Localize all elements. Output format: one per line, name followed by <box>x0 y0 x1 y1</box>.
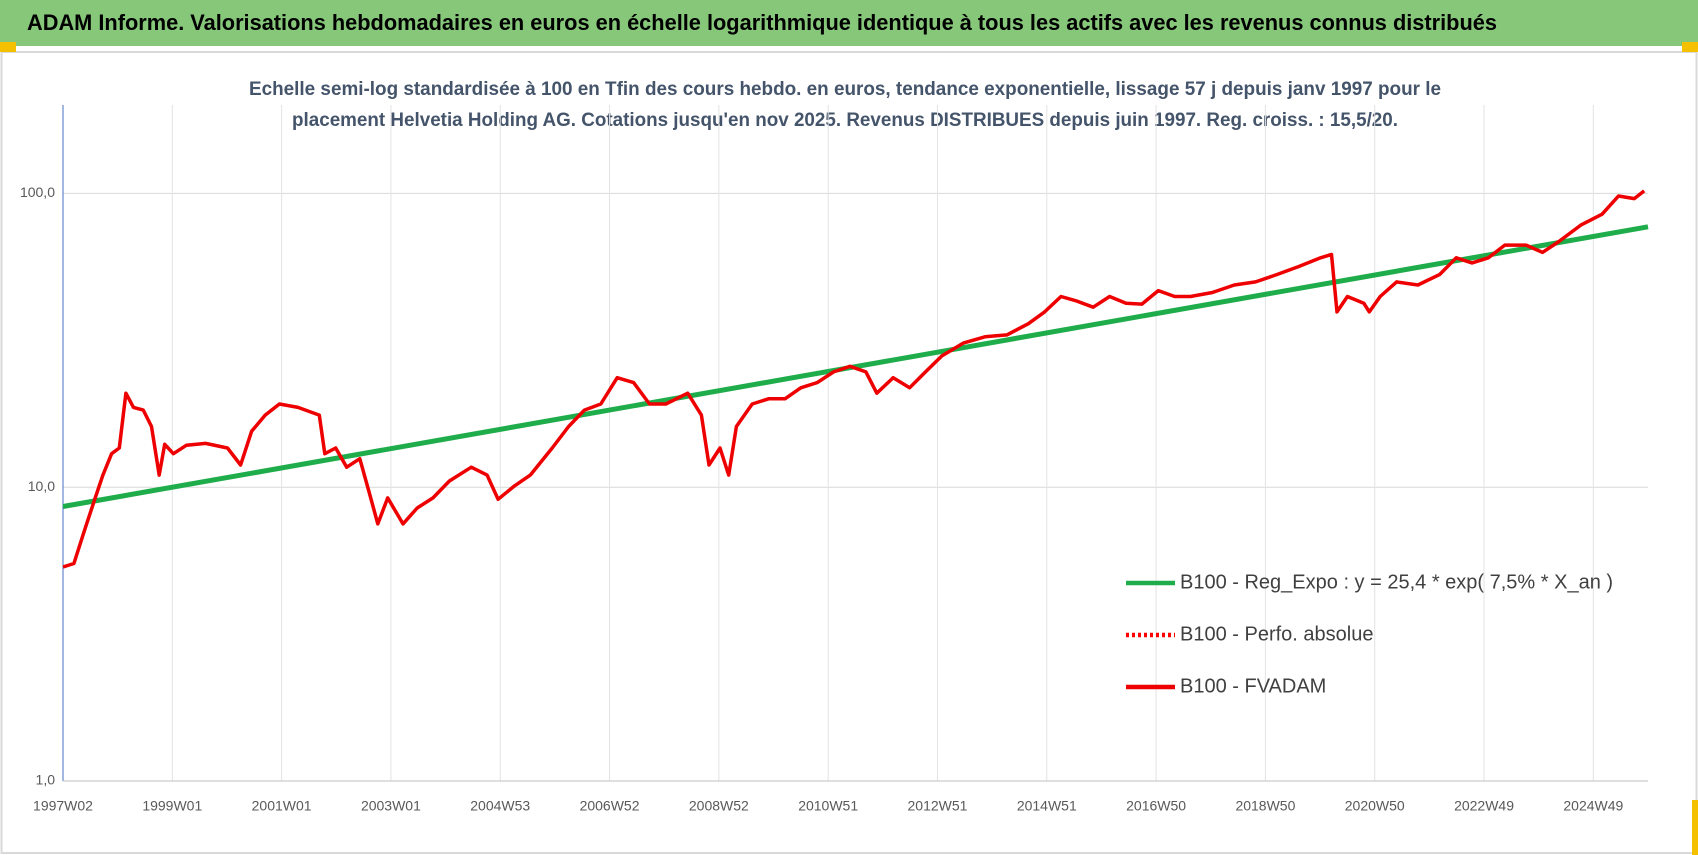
x-tick-label: 2022W49 <box>1454 798 1514 814</box>
x-tick-label: 2012W51 <box>908 798 968 814</box>
frame <box>0 51 1698 854</box>
x-tick-label: 2024W49 <box>1563 798 1623 814</box>
y-tick-label: 10,0 <box>28 478 55 494</box>
chart-title: ADAM Informe. Valorisations hebdomadaire… <box>27 10 1497 35</box>
x-tick-label: 2020W50 <box>1345 798 1405 814</box>
x-tick-label: 2003W01 <box>361 798 421 814</box>
x-tick-label: 2014W51 <box>1017 798 1077 814</box>
chart-subtitle: placement Helvetia Holding AG. Cotations… <box>292 110 1398 131</box>
corner-mark <box>0 42 16 52</box>
legend-label: B100 - Perfo. absolue <box>1180 623 1373 645</box>
x-tick-label: 2008W52 <box>689 798 749 814</box>
x-tick-label: 2004W53 <box>470 798 530 814</box>
y-tick-label: 1,0 <box>36 772 56 788</box>
legend-label: B100 - Reg_Expo : y = 25,4 * exp( 7,5% *… <box>1180 571 1613 593</box>
header-bar <box>0 0 1698 46</box>
legend-label: B100 - FVADAM <box>1180 675 1326 697</box>
x-tick-label: 1997W02 <box>33 798 93 814</box>
corner-mark <box>1692 800 1698 855</box>
x-tick-label: 2018W50 <box>1235 798 1295 814</box>
y-tick-label: 100,0 <box>20 184 55 200</box>
corner-mark <box>1682 42 1698 52</box>
x-tick-label: 2001W01 <box>252 798 312 814</box>
x-tick-label: 2016W50 <box>1126 798 1186 814</box>
series-line <box>62 189 1646 569</box>
chart-subtitle: Echelle semi-log standardisée à 100 en T… <box>249 79 1441 100</box>
x-tick-label: 2010W51 <box>798 798 858 814</box>
x-tick-label: 1999W01 <box>142 798 202 814</box>
x-tick-label: 2006W52 <box>580 798 640 814</box>
